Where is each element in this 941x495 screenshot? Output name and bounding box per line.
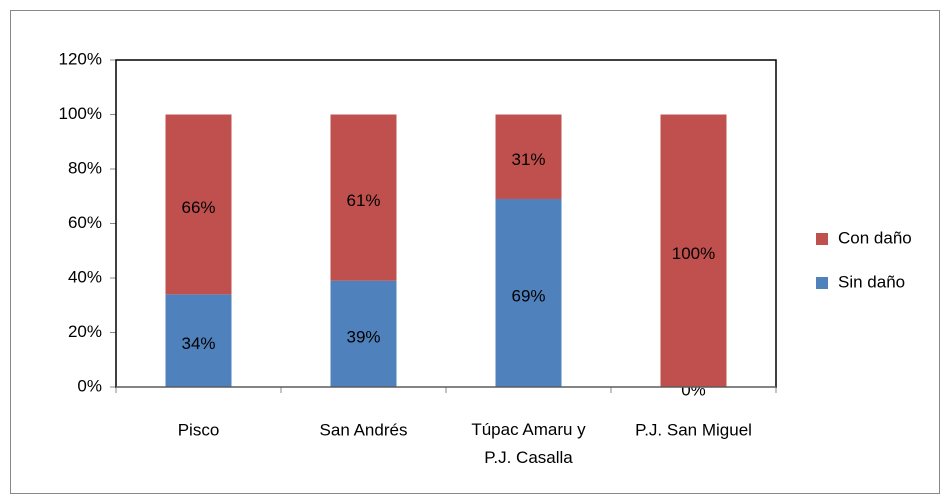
y-tick-label: 120%	[59, 49, 102, 68]
x-tick-label: Túpac Amaru y P.J. Casalla	[471, 420, 586, 467]
legend-label: Con daño	[838, 228, 912, 247]
data-label: 100%	[672, 244, 715, 263]
legend-swatch	[816, 277, 828, 289]
bar-segment	[495, 198, 562, 387]
data-label: 31%	[511, 150, 545, 169]
y-tick-label: 60%	[68, 213, 102, 232]
bar-segment	[660, 114, 727, 387]
data-label: 61%	[346, 191, 380, 210]
y-tick-label: 20%	[68, 322, 102, 341]
data-label: 34%	[181, 334, 215, 353]
legend-swatch	[816, 233, 828, 245]
y-tick-label: 80%	[68, 158, 102, 177]
y-tick-label: 40%	[68, 267, 102, 286]
data-label: 66%	[181, 198, 215, 217]
data-label: 39%	[346, 327, 380, 346]
chart-frame	[10, 10, 940, 494]
bar-segment	[165, 294, 232, 387]
data-label: 69%	[511, 286, 545, 305]
bar-segment	[165, 114, 232, 295]
bar-segment	[330, 114, 397, 281]
legend-label: Sin daño	[838, 272, 905, 291]
y-tick-label: 0%	[77, 376, 102, 395]
x-tick-label: San Andrés	[320, 420, 408, 439]
y-tick-label: 100%	[59, 104, 102, 123]
bar-segment	[330, 280, 397, 387]
bar-segment	[495, 114, 562, 199]
x-tick-label: P.J. San Miguel	[635, 420, 752, 439]
x-tick-label: Pisco	[178, 420, 220, 439]
